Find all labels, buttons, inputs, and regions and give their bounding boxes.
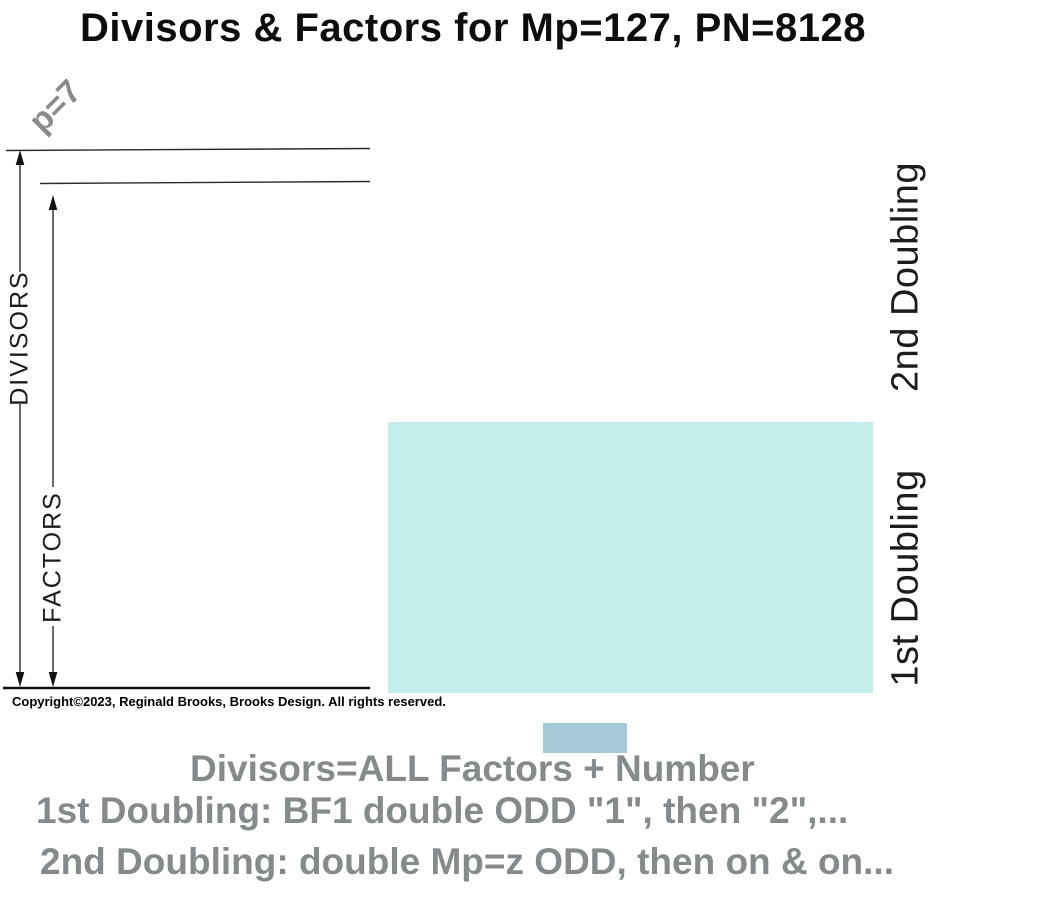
factors-arrowhead-down-icon — [48, 672, 58, 687]
factors-arrowhead-up-icon — [48, 195, 58, 210]
page-title: Divisors & Factors for Mp=127, PN=8128 — [80, 6, 866, 50]
divisors-arrowhead-down-icon — [15, 672, 25, 687]
divisors-top-line — [5, 147, 371, 152]
note-second-doubling: 2nd Doubling: double Mp=z ODD, then on &… — [40, 841, 894, 882]
divisors-axis-label: DIVISORS — [5, 270, 34, 406]
factors-top-line — [39, 180, 371, 185]
legend-swatch — [543, 723, 627, 753]
factors-axis-label: FACTORS — [38, 491, 67, 623]
divisors-arrowhead-up-icon — [15, 150, 25, 165]
note-first-doubling: 1st Doubling: BF1 double ODD "1", then "… — [36, 790, 849, 831]
second-doubling-label: 2nd Doubling — [884, 162, 927, 392]
first-doubling-region — [388, 422, 873, 693]
copyright-notice: Copyright©2023, Reginald Brooks, Brooks … — [12, 694, 446, 709]
note-divisors-equation: Divisors=ALL Factors + Number — [190, 748, 755, 789]
first-doubling-label: 1st Doubling — [884, 469, 927, 687]
